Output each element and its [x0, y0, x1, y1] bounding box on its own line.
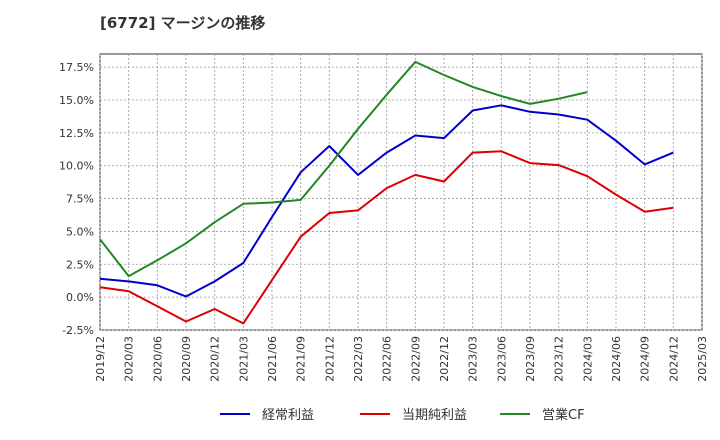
legend-label: 経常利益	[262, 408, 314, 423]
x-tick-label: 2020/06	[151, 336, 164, 382]
series-lines	[99, 60, 674, 325]
x-tick-label: 2024/09	[639, 336, 652, 382]
x-tick-label: 2021/12	[323, 336, 336, 382]
x-tick-label: 2020/09	[180, 336, 193, 382]
x-tick-label: 2024/06	[610, 336, 623, 382]
x-tick-label: 2025/03	[696, 336, 709, 382]
legend-label: 営業CF	[542, 407, 585, 423]
x-tick-label: 2019/12	[94, 336, 107, 382]
y-tick-label: 15.0%	[59, 94, 94, 107]
x-tick-label: 2021/03	[237, 336, 250, 382]
x-tick-label: 2022/03	[352, 336, 365, 382]
chart-title: [6772] マージンの推移	[100, 14, 265, 32]
x-tick-label: 2022/09	[409, 336, 422, 382]
y-tick-label: 12.5%	[59, 127, 94, 140]
x-tick-label: 2021/06	[266, 336, 279, 382]
y-tick-label: 10.0%	[59, 160, 94, 173]
series-line	[99, 60, 588, 278]
x-tick-label: 2022/06	[381, 336, 394, 382]
series-group	[99, 104, 674, 298]
y-tick-label: 2.5%	[66, 258, 94, 271]
y-axis-ticks: -2.5% 0.0% 2.5% 5.0% 7.5% 10.0% 12.5% 15.0% 17.5…	[59, 61, 94, 337]
grid	[99, 54, 703, 331]
x-tick-label: 2024/12	[667, 336, 680, 382]
x-tick-label: 2023/03	[467, 336, 480, 382]
x-tick-label: 2024/03	[581, 336, 594, 382]
series-group	[99, 150, 674, 325]
x-tick-label: 2020/12	[209, 336, 222, 382]
x-axis-ticks: 2019/12 2020/03 2020/06 2020/09 2020/12 2021/…	[94, 336, 709, 382]
x-tick-label: 2023/06	[495, 336, 508, 382]
y-tick-label: 7.5%	[66, 193, 94, 206]
legend-label: 当期純利益	[402, 408, 467, 423]
y-tick-label: 17.5%	[59, 61, 94, 74]
series-line	[99, 150, 674, 325]
x-tick-label: 2020/03	[123, 336, 136, 382]
legend: 経常利益 当期純利益 営業CF	[220, 407, 585, 423]
y-tick-label: 5.0%	[66, 225, 94, 238]
x-tick-label: 2023/09	[524, 336, 537, 382]
series-line	[99, 104, 674, 298]
x-tick-label: 2023/12	[553, 336, 566, 382]
series-group	[99, 60, 588, 278]
y-tick-label: 0.0%	[66, 291, 94, 304]
y-tick-label: -2.5%	[62, 324, 94, 337]
x-tick-label: 2022/12	[438, 336, 451, 382]
x-tick-label: 2021/09	[295, 336, 308, 382]
